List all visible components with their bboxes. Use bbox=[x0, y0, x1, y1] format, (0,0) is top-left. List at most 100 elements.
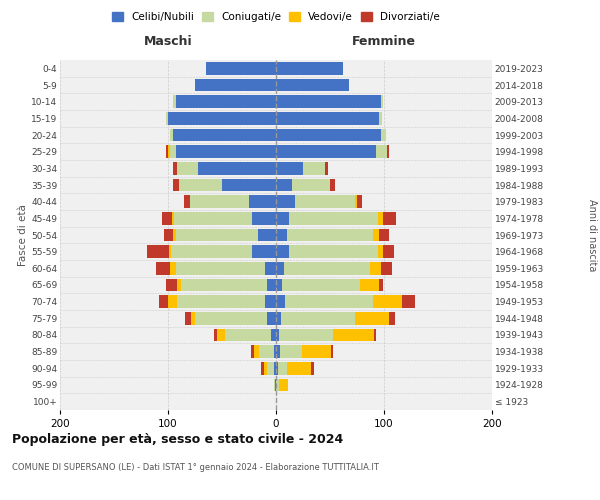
Bar bbox=[191, 312, 195, 324]
Bar bbox=[261, 362, 264, 374]
Bar bbox=[168, 296, 176, 308]
Bar bbox=[373, 296, 403, 308]
Bar bbox=[164, 229, 173, 241]
Bar bbox=[403, 296, 415, 308]
Bar bbox=[276, 96, 381, 108]
Bar bbox=[181, 279, 268, 291]
Bar bbox=[257, 229, 276, 241]
Bar bbox=[268, 312, 276, 324]
Bar bbox=[387, 146, 389, 158]
Bar bbox=[287, 229, 373, 241]
Bar bbox=[198, 162, 276, 174]
Bar bbox=[168, 112, 276, 124]
Bar bbox=[274, 346, 276, 358]
Bar bbox=[276, 146, 376, 158]
Bar bbox=[170, 129, 173, 141]
Bar bbox=[276, 79, 349, 92]
Bar bbox=[302, 346, 331, 358]
Bar bbox=[331, 346, 333, 358]
Bar bbox=[311, 362, 314, 374]
Bar bbox=[173, 162, 176, 174]
Bar bbox=[276, 346, 280, 358]
Text: Femmine: Femmine bbox=[352, 34, 416, 48]
Bar bbox=[281, 312, 355, 324]
Bar bbox=[179, 179, 222, 192]
Bar bbox=[373, 229, 379, 241]
Bar bbox=[276, 162, 303, 174]
Bar bbox=[171, 246, 252, 258]
Bar bbox=[289, 246, 377, 258]
Bar bbox=[176, 96, 276, 108]
Bar bbox=[289, 212, 377, 224]
Bar bbox=[252, 246, 276, 258]
Bar bbox=[217, 329, 225, 341]
Bar bbox=[284, 262, 370, 274]
Text: COMUNE DI SUPERSANO (LE) - Dati ISTAT 1° gennaio 2024 - Elaborazione TUTTITALIA.: COMUNE DI SUPERSANO (LE) - Dati ISTAT 1°… bbox=[12, 462, 379, 471]
Bar bbox=[251, 346, 254, 358]
Bar bbox=[276, 312, 281, 324]
Bar bbox=[381, 96, 383, 108]
Bar bbox=[379, 279, 383, 291]
Bar bbox=[172, 212, 175, 224]
Bar bbox=[374, 329, 376, 341]
Bar bbox=[173, 229, 176, 241]
Bar bbox=[176, 229, 257, 241]
Bar bbox=[195, 312, 268, 324]
Bar bbox=[377, 212, 383, 224]
Bar bbox=[259, 346, 274, 358]
Bar bbox=[156, 262, 170, 274]
Bar bbox=[206, 62, 276, 74]
Bar bbox=[379, 112, 382, 124]
Bar bbox=[252, 212, 276, 224]
Bar bbox=[381, 129, 386, 141]
Bar bbox=[169, 246, 171, 258]
Bar bbox=[148, 246, 169, 258]
Bar bbox=[166, 112, 168, 124]
Bar bbox=[276, 62, 343, 74]
Bar bbox=[355, 196, 357, 208]
Bar bbox=[278, 362, 287, 374]
Bar bbox=[276, 246, 289, 258]
Bar bbox=[377, 246, 383, 258]
Bar bbox=[276, 129, 381, 141]
Bar bbox=[333, 329, 374, 341]
Bar bbox=[249, 196, 276, 208]
Bar bbox=[185, 312, 191, 324]
Bar bbox=[275, 379, 276, 391]
Bar bbox=[295, 196, 355, 208]
Bar bbox=[166, 146, 168, 158]
Bar bbox=[166, 279, 176, 291]
Bar bbox=[274, 362, 276, 374]
Bar bbox=[284, 296, 373, 308]
Bar bbox=[173, 96, 176, 108]
Bar bbox=[176, 146, 276, 158]
Bar bbox=[292, 179, 330, 192]
Bar bbox=[214, 329, 217, 341]
Bar bbox=[276, 362, 278, 374]
Bar bbox=[225, 329, 271, 341]
Bar bbox=[325, 162, 328, 174]
Bar bbox=[176, 262, 265, 274]
Bar bbox=[175, 212, 252, 224]
Bar bbox=[276, 279, 283, 291]
Text: Popolazione per età, sesso e stato civile - 2024: Popolazione per età, sesso e stato civil… bbox=[12, 432, 343, 446]
Bar bbox=[173, 179, 179, 192]
Bar bbox=[280, 346, 302, 358]
Bar bbox=[168, 146, 170, 158]
Bar bbox=[357, 196, 362, 208]
Bar bbox=[276, 262, 284, 274]
Bar bbox=[383, 246, 394, 258]
Bar bbox=[276, 196, 295, 208]
Bar bbox=[276, 379, 279, 391]
Bar bbox=[176, 296, 265, 308]
Bar bbox=[370, 262, 381, 274]
Bar bbox=[184, 196, 190, 208]
Bar bbox=[279, 379, 288, 391]
Bar bbox=[254, 346, 259, 358]
Bar bbox=[355, 312, 389, 324]
Bar bbox=[176, 279, 181, 291]
Bar bbox=[360, 279, 379, 291]
Bar bbox=[173, 129, 276, 141]
Text: Maschi: Maschi bbox=[143, 34, 193, 48]
Bar bbox=[265, 296, 276, 308]
